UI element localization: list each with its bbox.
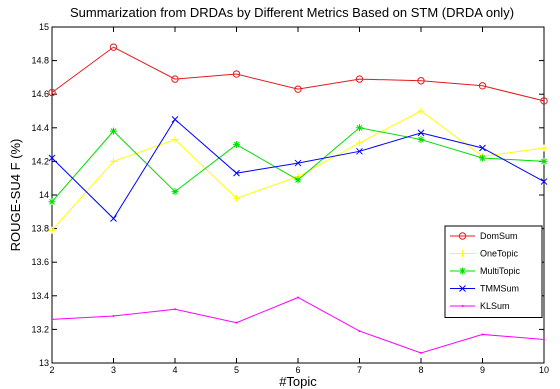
data-point [232,70,241,78]
data-point [110,215,117,222]
data-point [235,321,238,324]
x-tick-label: 7 [357,365,362,375]
data-point [479,144,486,152]
legend-label: DomSum [480,231,518,241]
data-point [233,194,240,202]
legend-item-onetopic: OneTopic [450,249,519,259]
legend-item-klsum: KLSum [450,301,510,311]
y-tick-label: 14.8 [31,56,49,66]
legend-label: MultiTopic [480,266,521,276]
data-point [481,333,484,336]
data-point [294,176,302,184]
chart-title: Summarization from DRDAs by Different Me… [70,5,514,20]
legend-item-multitopic: MultiTopic [450,266,521,276]
data-point [417,136,425,144]
x-axis: 2 3 4 5 6 7 8 9 10 [49,27,549,375]
data-point [112,314,115,317]
series-line [51,46,545,102]
series-tmmsum [48,116,548,222]
data-point [417,129,425,137]
y-tick-label: 13.2 [31,324,49,334]
data-point [540,97,548,105]
data-point [110,127,117,135]
y-tick-label: 13.6 [31,257,49,267]
data-point [171,75,179,83]
x-axis-label: #Topic [279,374,317,389]
data-point [48,88,56,97]
y-tick-label: 14.2 [31,156,49,166]
data-point [171,188,179,196]
legend-item-tmmsum: TMMSum [450,284,519,294]
x-tick-label: 8 [418,365,423,375]
data-point [110,157,117,165]
series-multitopic [48,124,548,206]
legend-marker [459,267,466,275]
x-tick-label: 6 [295,365,300,375]
legend-marker [459,250,466,257]
data-point [109,43,118,51]
y-axis-label: ROUGE-SU4 F (%) [8,139,23,252]
x-tick-label: 9 [480,365,485,375]
data-point [171,116,179,123]
data-point [355,75,364,83]
data-point [417,77,425,85]
data-point [171,136,179,144]
data-point [48,198,56,206]
data-point [356,124,363,132]
data-point [478,82,487,90]
y-tick-label: 14.6 [31,89,49,99]
y-tick-label: 14 [39,190,49,200]
data-point [479,154,486,162]
series-domsum [48,43,548,105]
x-tick-label: 10 [539,365,549,375]
data-point [358,330,361,333]
data-point [540,144,548,152]
legend-item-domsum: DomSum [450,231,518,241]
data-point [297,296,299,299]
x-tick-label: 4 [172,365,177,375]
series-group [48,43,548,354]
legend-label: KLSum [480,301,510,311]
data-point [48,154,56,162]
x-tick-label: 3 [111,365,116,375]
data-point [540,178,548,185]
legend-marker [459,285,466,292]
series-klsum [51,296,545,354]
legend-label: OneTopic [480,249,519,259]
x-tick-label: 2 [49,365,54,375]
y-tick-label: 13.8 [31,224,49,234]
data-point [233,141,240,149]
data-point [543,338,545,341]
x-tick-label: 5 [234,365,239,375]
legend-marker [458,232,467,240]
y-tick-label: 13.4 [31,291,49,301]
data-point [540,157,548,165]
y-tick-label: 15 [39,22,49,32]
y-axis: 13 13.2 13.4 13.6 13.8 14 14.2 14.4 14.6 14.8 15 [31,22,544,368]
legend: DomSum OneTopic MultiTopic TMMSum KLSum [444,225,543,318]
y-tick-label: 13 [39,358,49,368]
data-point [356,139,363,147]
data-point [356,147,363,155]
data-point [294,159,302,167]
data-point [420,351,422,354]
legend-marker [461,305,464,307]
data-point [174,308,176,311]
y-tick-label: 14.4 [31,123,49,133]
data-point [294,85,302,93]
data-point [233,169,240,177]
legend-label: TMMSum [480,284,519,294]
data-point [51,318,53,321]
data-point [417,107,425,115]
data-point [48,226,56,234]
